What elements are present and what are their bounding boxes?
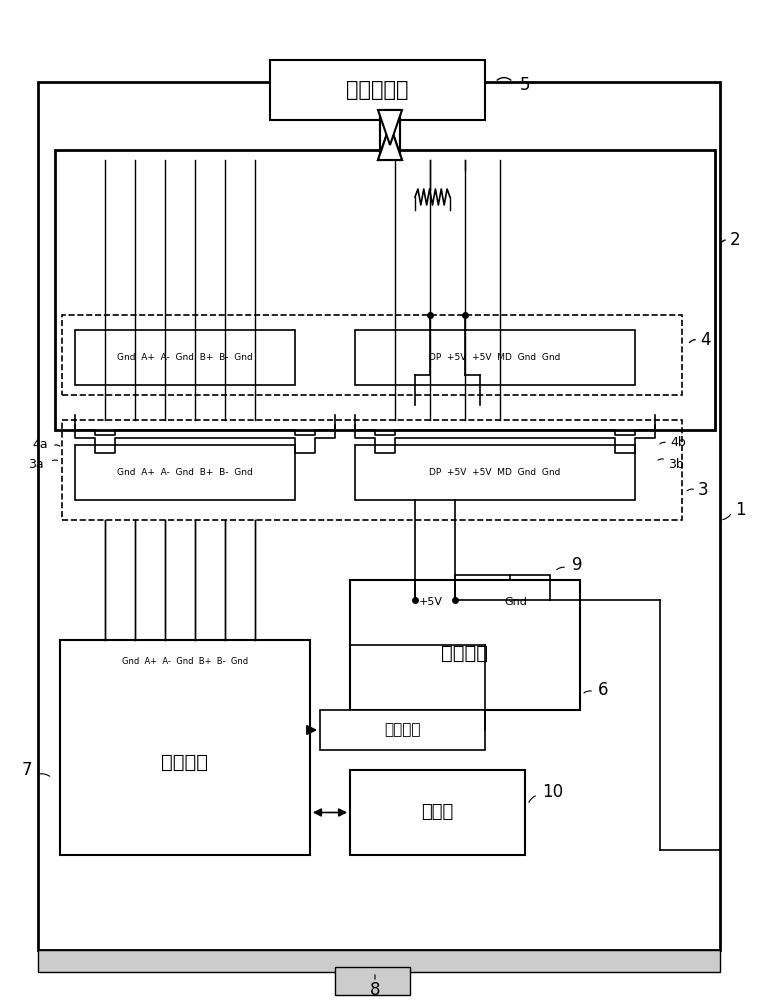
Bar [62,315,682,395]
Bar [62,420,682,520]
Text: 7: 7 [22,761,33,779]
Bar [320,710,485,750]
Text: 8: 8 [370,981,381,999]
Bar [350,580,580,710]
Polygon shape [378,125,402,160]
Text: 4: 4 [700,331,710,349]
Text: +5V: +5V [418,597,443,607]
Bar [75,330,295,385]
Polygon shape [378,110,402,160]
Text: 3: 3 [698,481,709,499]
Text: DP  +5V  +5V  MD  Gnd  Gnd: DP +5V +5V MD Gnd Gnd [429,468,561,477]
Polygon shape [378,110,402,145]
Text: 3b: 3b [668,458,684,471]
Bar [510,575,550,625]
Text: 5: 5 [520,76,531,94]
Text: 1: 1 [735,501,746,519]
Text: 中央处理器: 中央处理器 [346,80,409,100]
Text: 电源回路: 电源回路 [441,644,488,662]
Text: Gnd  A+  A-  Gnd  B+  B-  Gnd: Gnd A+ A- Gnd B+ B- Gnd [117,353,253,362]
Bar [355,445,635,500]
Text: Gnd  A+  A-  Gnd  B+  B-  Gnd: Gnd A+ A- Gnd B+ B- Gnd [122,658,248,666]
Text: 10: 10 [542,783,563,801]
Text: Gnd: Gnd [504,597,527,607]
Bar [270,60,485,120]
Bar [355,330,635,385]
Text: 微处理器: 微处理器 [161,753,208,772]
Text: 6: 6 [598,681,609,699]
Text: 计时器: 计时器 [421,804,453,822]
Text: 4a: 4a [32,438,48,450]
Bar [335,967,410,995]
Text: 3a: 3a [28,458,44,471]
Bar [38,82,720,950]
Bar [350,770,525,855]
Bar [75,445,295,500]
Bar [38,950,720,972]
Text: 9: 9 [572,556,582,574]
Bar [55,150,715,430]
Bar [60,640,310,855]
Text: 供给电力: 供给电力 [384,722,421,738]
Text: 2: 2 [730,231,741,249]
Text: 4b: 4b [670,436,686,448]
Text: Gnd  A+  A-  Gnd  B+  B-  Gnd: Gnd A+ A- Gnd B+ B- Gnd [117,468,253,477]
Text: DP  +5V  +5V  MD  Gnd  Gnd: DP +5V +5V MD Gnd Gnd [429,353,561,362]
